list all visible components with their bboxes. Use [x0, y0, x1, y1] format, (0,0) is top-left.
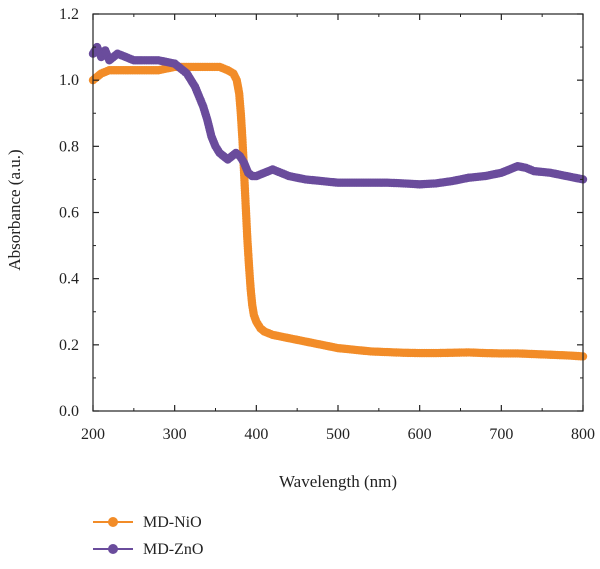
axes: 200 300 400 500 600 700 800 0.0 0.2 0.4 0.6 0.8 1.0 1… [59, 6, 595, 443]
x-tick-label: 500 [326, 426, 350, 443]
y-tick-label: 0.8 [59, 138, 79, 155]
y-tick-label: 0.6 [59, 205, 79, 222]
legend-label: MD-NiO [143, 514, 202, 531]
x-tick-label: 700 [489, 426, 513, 443]
x-tick-label: 600 [408, 426, 432, 443]
series-md-nio [88, 62, 588, 361]
x-tick-label: 200 [81, 426, 105, 443]
legend-marker [108, 544, 118, 554]
x-axis-label: Wavelength (nm) [279, 472, 397, 491]
legend-label: MD-ZnO [143, 541, 203, 558]
y-tick-label: 0.4 [59, 271, 79, 288]
y-axis-label: Absorbance (a.u.) [5, 149, 24, 270]
legend-item: MD-NiO [93, 514, 202, 531]
legend: MD-NiO MD-ZnO [93, 514, 203, 558]
legend-item: MD-ZnO [93, 541, 203, 558]
y-tick-label: 1.0 [59, 72, 79, 89]
x-tick-label: 400 [244, 426, 268, 443]
y-tick-label: 1.2 [59, 6, 79, 23]
legend-marker [108, 517, 118, 527]
x-tick-label: 800 [571, 426, 595, 443]
y-tick-label: 0.2 [59, 337, 79, 354]
plot-area [88, 42, 588, 361]
y-tick-label: 0.0 [59, 403, 79, 420]
series-md-zno [88, 42, 588, 189]
x-tick-label: 300 [163, 426, 187, 443]
